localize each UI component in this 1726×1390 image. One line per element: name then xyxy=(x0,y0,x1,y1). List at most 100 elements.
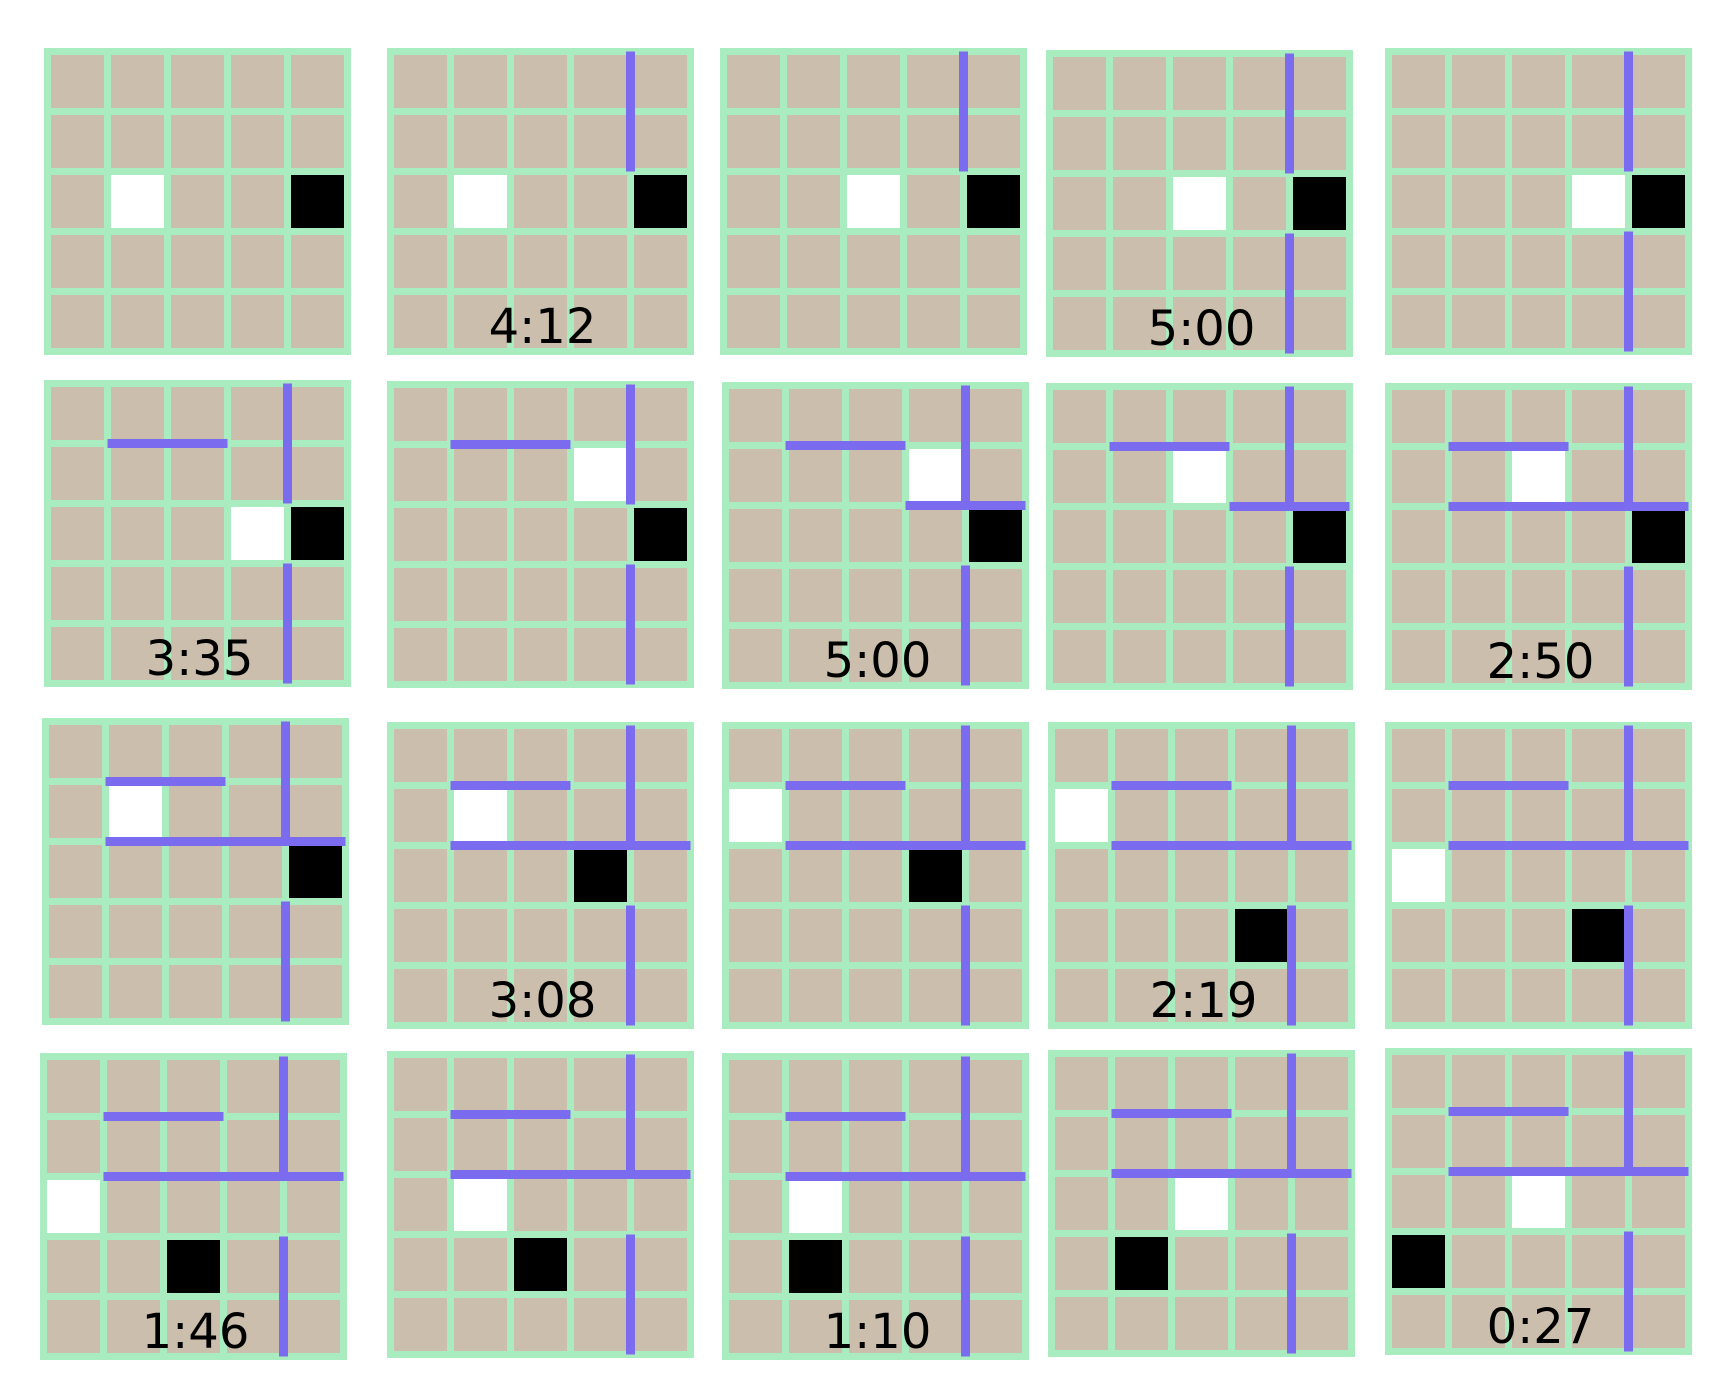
player-tile xyxy=(1055,789,1108,842)
board-cell xyxy=(909,1300,962,1353)
board-cell xyxy=(967,235,1020,288)
board-cell xyxy=(1053,177,1106,230)
board-cell xyxy=(1572,1115,1625,1168)
board-cell xyxy=(1053,390,1106,443)
board-cell xyxy=(574,729,627,782)
board-cell xyxy=(849,449,902,502)
goal-tile xyxy=(969,509,1022,562)
board-cell xyxy=(729,629,782,682)
board-cell xyxy=(1055,1117,1108,1170)
puzzle-board: 2:19 xyxy=(1048,722,1355,1029)
board-cell xyxy=(789,789,842,842)
wall-segment xyxy=(1624,51,1633,172)
wall-segment xyxy=(1287,905,1296,1026)
board-cell xyxy=(969,389,1022,442)
timer-label: 2:50 xyxy=(1487,634,1595,690)
board-cell xyxy=(394,1058,447,1111)
wall-segment xyxy=(1111,1169,1232,1178)
wall-segment xyxy=(1624,1051,1633,1172)
puzzle-board xyxy=(720,48,1027,355)
board-cell xyxy=(291,55,344,108)
board-cell xyxy=(634,789,687,842)
board-cell xyxy=(1572,1295,1625,1348)
board-cell xyxy=(1055,969,1108,1022)
wall-segment xyxy=(961,905,970,1026)
board-cell xyxy=(51,175,104,228)
board-cell xyxy=(51,447,104,500)
board-cell xyxy=(1572,390,1625,443)
board-cell xyxy=(1512,1235,1565,1288)
board-cell xyxy=(1053,117,1106,170)
board-cell xyxy=(907,175,960,228)
board-cell xyxy=(969,569,1022,622)
board-cell xyxy=(969,1120,1022,1173)
board-cell xyxy=(1392,1175,1445,1228)
player-tile xyxy=(909,449,962,502)
board-cell xyxy=(1233,117,1286,170)
board-cell xyxy=(1113,510,1166,563)
board-cell xyxy=(1512,1115,1565,1168)
board-cell xyxy=(634,909,687,962)
board-cell xyxy=(1572,969,1625,1022)
board-cell xyxy=(229,845,282,898)
board-cell xyxy=(909,789,962,842)
board-cell xyxy=(289,965,342,1018)
goal-tile xyxy=(291,175,344,228)
board-cell xyxy=(1572,295,1625,348)
board-cell xyxy=(229,725,282,778)
board-cell xyxy=(729,909,782,962)
board-cell xyxy=(1632,909,1685,962)
board-cell xyxy=(1233,450,1286,503)
board-cell xyxy=(1055,729,1108,782)
board-cell xyxy=(514,909,567,962)
board-cell xyxy=(231,447,284,500)
board-cell xyxy=(1113,297,1166,350)
goal-tile xyxy=(1293,177,1346,230)
puzzle-board: 0:27 xyxy=(1385,1048,1692,1355)
board-cell xyxy=(1452,1295,1505,1348)
board-cell xyxy=(789,449,842,502)
board-cell xyxy=(1512,115,1565,168)
board-cell xyxy=(1175,969,1228,1022)
timer-label: 1:10 xyxy=(824,1304,932,1360)
board-cell xyxy=(1452,1175,1505,1228)
board-cell xyxy=(1572,1055,1625,1108)
wall-segment xyxy=(1624,725,1633,846)
puzzle-board: 4:12 xyxy=(387,48,694,355)
board-cell xyxy=(231,115,284,168)
wall-segment xyxy=(103,1112,224,1121)
puzzle-board: 5:00 xyxy=(722,382,1029,689)
board-cell xyxy=(1452,1235,1505,1288)
board-cell xyxy=(847,295,900,348)
goal-tile xyxy=(1115,1237,1168,1290)
board-cell xyxy=(727,235,780,288)
board-cell xyxy=(1293,57,1346,110)
board-cell xyxy=(49,845,102,898)
board-cell xyxy=(1173,57,1226,110)
player-tile xyxy=(1512,450,1565,503)
player-tile xyxy=(47,1180,100,1233)
goal-tile xyxy=(1235,909,1288,962)
board-cell xyxy=(789,909,842,962)
player-tile xyxy=(574,448,627,501)
board-cell xyxy=(1632,729,1685,782)
board-cell xyxy=(394,1118,447,1171)
board-cell xyxy=(909,1120,962,1173)
board-cell xyxy=(789,1120,842,1173)
board-cell xyxy=(1175,1237,1228,1290)
board-cell xyxy=(1113,117,1166,170)
board-cell xyxy=(1632,630,1685,683)
wall-segment xyxy=(961,1236,970,1357)
board-cell xyxy=(394,969,447,1022)
board-cell xyxy=(231,235,284,288)
puzzle-board: 1:46 xyxy=(40,1053,347,1360)
board-cell xyxy=(1295,969,1348,1022)
wall-segment xyxy=(1111,841,1232,850)
timer-label: 5:00 xyxy=(1148,301,1256,357)
board-cell xyxy=(847,115,900,168)
board-cell xyxy=(1392,115,1445,168)
board-cell xyxy=(454,1298,507,1351)
board-cell xyxy=(514,508,567,561)
wall-segment xyxy=(1285,53,1294,174)
board-cell xyxy=(1175,849,1228,902)
